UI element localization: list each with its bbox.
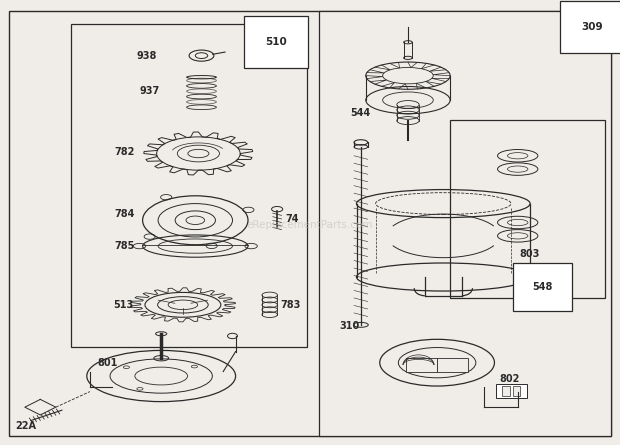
Text: 802: 802	[499, 374, 520, 384]
Bar	[406, 358, 437, 372]
Bar	[319, 11, 611, 436]
Text: 785: 785	[115, 241, 135, 251]
Text: 309: 309	[582, 22, 603, 32]
Text: 510: 510	[265, 37, 287, 47]
Bar	[513, 386, 520, 396]
Text: 74: 74	[285, 214, 299, 224]
Text: 513: 513	[113, 300, 134, 310]
Text: 937: 937	[140, 86, 160, 96]
Text: 938: 938	[136, 51, 157, 61]
Bar	[496, 384, 527, 398]
Text: 22A: 22A	[16, 421, 37, 431]
Text: 801: 801	[97, 358, 118, 368]
Bar	[502, 386, 510, 396]
Text: 784: 784	[115, 209, 135, 218]
Text: 783: 783	[280, 300, 301, 310]
Bar	[450, 120, 604, 298]
Text: 544: 544	[350, 109, 371, 118]
Bar	[437, 358, 468, 372]
Text: 803: 803	[520, 249, 540, 259]
Text: 310: 310	[340, 321, 360, 331]
Text: 782: 782	[115, 147, 135, 157]
Bar	[71, 24, 307, 347]
Text: 548: 548	[533, 282, 552, 292]
Text: eReplacementParts.com: eReplacementParts.com	[247, 220, 373, 230]
